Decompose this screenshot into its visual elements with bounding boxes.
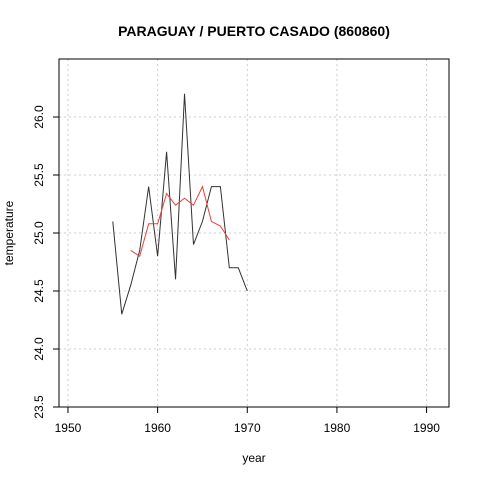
y-axis-label: temperature: [2, 200, 16, 265]
y-tick-label: 24.0: [32, 337, 46, 361]
x-tick-label: 1990: [413, 421, 440, 435]
y-axis: 23.5 24.0 24.5 25.0 25.5 26.0: [32, 105, 59, 419]
series-line-annual: [112, 93, 248, 315]
y-tick-label: 26.0: [32, 105, 46, 129]
x-tick-label: 1950: [55, 421, 82, 435]
grid: [59, 59, 449, 408]
y-tick-label: 23.5: [32, 395, 46, 419]
y-tick-label: 24.5: [32, 279, 46, 303]
chart-title: PARAGUAY / PUERTO CASADO (860860): [118, 23, 390, 39]
x-axis: 1950 1960 1970 1980 1990: [55, 407, 440, 435]
series-layer: [112, 93, 248, 315]
y-tick-label: 25.0: [32, 221, 46, 245]
series-line-smoothed: [130, 185, 230, 257]
x-tick-label: 1960: [144, 421, 171, 435]
x-tick-label: 1980: [324, 421, 351, 435]
y-tick-label: 25.5: [32, 163, 46, 187]
x-axis-label: year: [242, 451, 265, 465]
x-tick-label: 1970: [234, 421, 261, 435]
